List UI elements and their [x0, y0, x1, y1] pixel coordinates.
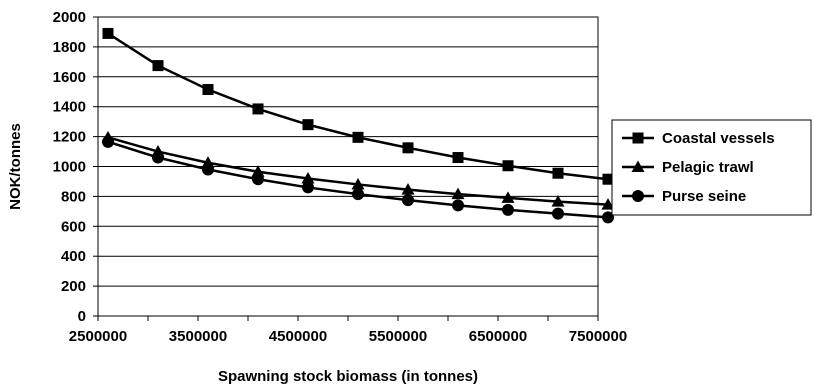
x-tick-label: 5500000 — [369, 328, 427, 345]
data-point-square — [553, 168, 564, 179]
y-axis-title: NOK/tonnes — [7, 123, 24, 210]
y-tick-label: 2000 — [53, 9, 86, 26]
data-point-circle — [252, 173, 264, 185]
y-tick-label: 1400 — [53, 99, 86, 116]
gridlines — [98, 17, 598, 316]
y-tick-label: 1800 — [53, 39, 86, 56]
x-axis-ticks: 2500000 3500000 4500000 5500000 6500000 75000… — [69, 316, 627, 345]
x-tick-label: 6500000 — [469, 328, 527, 345]
data-point-circle — [502, 204, 514, 216]
legend-label: Pelagic trawl — [662, 159, 754, 176]
data-point-square — [353, 132, 364, 143]
y-tick-label: 600 — [61, 218, 86, 235]
data-point-square — [633, 133, 644, 144]
data-point-circle — [152, 152, 164, 164]
data-point-circle — [302, 181, 314, 193]
data-point-square — [153, 60, 164, 71]
data-point-circle — [452, 199, 464, 211]
data-point-circle — [102, 136, 114, 148]
x-tick-label: 2500000 — [69, 328, 127, 345]
data-point-circle — [632, 190, 644, 202]
data-point-circle — [352, 188, 364, 200]
series-layer — [102, 28, 615, 223]
data-point-circle — [402, 194, 414, 206]
y-axis-ticks: 0 200 400 600 800 1000 1200 1400 1600 1800 2000 — [53, 9, 98, 325]
legend: Coastal vessels Pelagic trawl Purse seine — [612, 120, 811, 215]
y-tick-label: 800 — [61, 188, 86, 205]
data-point-square — [253, 103, 264, 114]
data-point-circle — [552, 208, 564, 220]
x-axis-title: Spawning stock biomass (in tonnes) — [218, 368, 478, 385]
x-tick-label: 4500000 — [269, 328, 327, 345]
y-tick-label: 1600 — [53, 69, 86, 86]
x-tick-label: 3500000 — [169, 328, 227, 345]
x-tick-label: 7500000 — [569, 328, 627, 345]
data-point-square — [103, 28, 114, 39]
legend-label: Coastal vessels — [662, 130, 775, 147]
data-point-square — [503, 160, 514, 171]
y-tick-label: 1200 — [53, 129, 86, 146]
data-point-square — [203, 84, 214, 95]
y-tick-label: 1000 — [53, 159, 86, 176]
data-point-circle — [202, 163, 214, 175]
y-tick-label: 400 — [61, 248, 86, 265]
y-tick-label: 200 — [61, 278, 86, 295]
data-point-square — [403, 142, 414, 153]
legend-label: Purse seine — [662, 188, 746, 205]
data-point-square — [303, 119, 314, 130]
data-point-square — [453, 152, 464, 163]
y-tick-label: 0 — [78, 308, 86, 325]
